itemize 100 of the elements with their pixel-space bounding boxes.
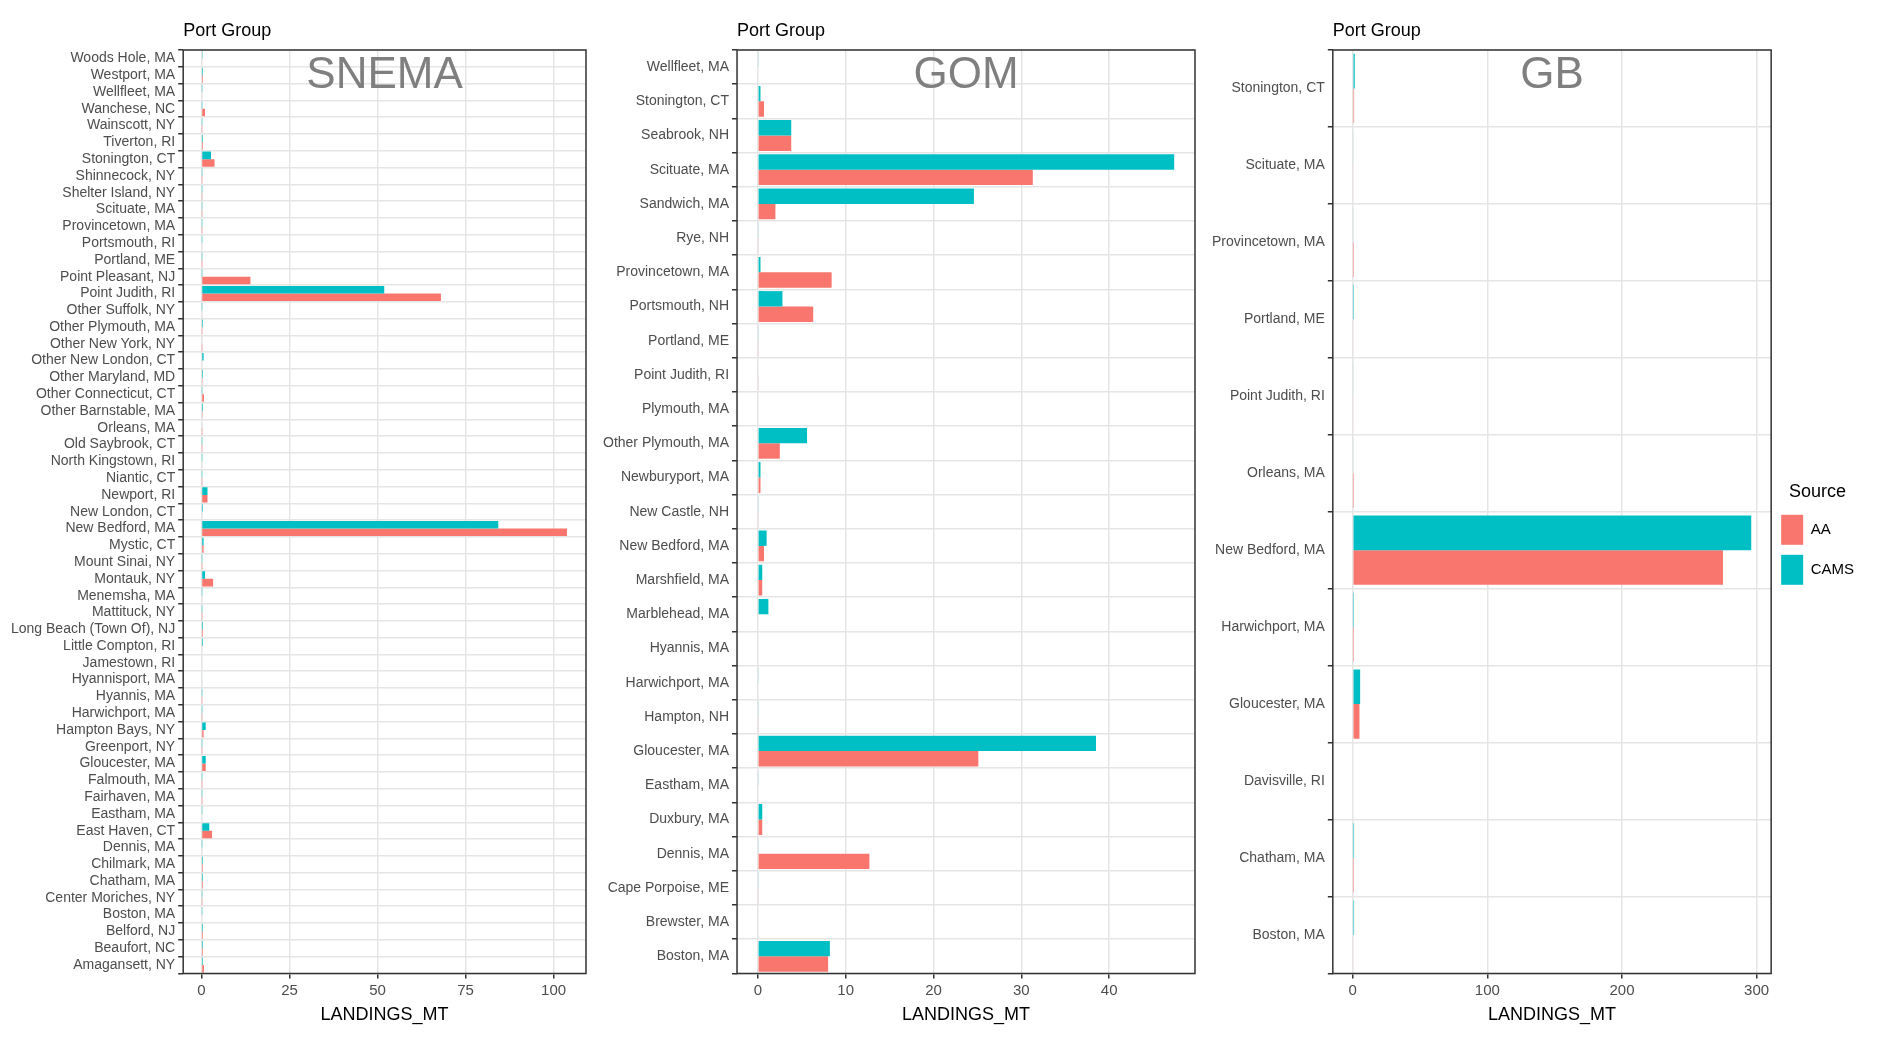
y-tick-label: Chatham, MA <box>89 871 176 888</box>
bar <box>758 940 830 957</box>
bar <box>202 578 214 587</box>
bar <box>1353 550 1723 585</box>
bar <box>758 751 979 767</box>
y-tick-label: Woods Hole, MA <box>70 49 176 66</box>
annotation: GB <box>1520 48 1584 98</box>
bar <box>1353 704 1360 739</box>
y-tick-label: Point Judith, RI <box>1229 387 1325 404</box>
y-tick-label: Portsmouth, RI <box>81 233 176 250</box>
y-tick-label: North Kingstown, RI <box>50 452 176 469</box>
y-tick-label: Marblehead, MA <box>626 605 730 622</box>
y-tick-label: Jamestown, RI <box>82 653 176 670</box>
y-tick-label: Shelter Island, NY <box>62 183 176 200</box>
bar <box>202 830 213 839</box>
y-tick-label: Niantic, CT <box>105 468 176 485</box>
y-tick-label: Eastham, MA <box>91 804 176 821</box>
bar <box>758 272 832 288</box>
y-tick-label: New Castle, NH <box>629 502 730 519</box>
bar <box>758 735 1097 752</box>
x-tick-label: 100 <box>1474 980 1500 998</box>
y-tick-label: Wellfleet, MA <box>92 82 176 99</box>
bar <box>202 520 499 529</box>
y-tick-label: Portland, ME <box>1243 310 1325 327</box>
bar <box>758 443 780 459</box>
y-tick-label: Belford, NJ <box>105 922 176 939</box>
y-tick-label: Scituate, MA <box>1245 156 1326 173</box>
x-tick-label: 200 <box>1609 980 1635 998</box>
y-tick-label: Wanchese, NC <box>81 99 176 116</box>
x-axis-title: LANDINGS_MT <box>320 1004 449 1026</box>
bar <box>758 427 808 444</box>
bar <box>202 293 441 301</box>
x-tick-label: 75 <box>457 980 474 998</box>
y-tick-label: Newburyport, MA <box>620 468 730 485</box>
y-tick-label: Stonington, CT <box>81 149 176 166</box>
bar <box>758 101 765 117</box>
y-tick-label: Boston, MA <box>102 905 176 922</box>
y-tick-label: Westport, MA <box>90 66 176 83</box>
bar <box>202 487 208 495</box>
bar <box>202 108 206 117</box>
y-tick-label: Boston, MA <box>656 947 730 964</box>
y-tick-label: Gloucester, MA <box>79 754 176 771</box>
y-tick-label: Beaufort, NC <box>94 939 176 956</box>
y-tick-label: Other New London, CT <box>31 351 176 368</box>
y-tick-label: Hyannisport, MA <box>71 670 176 687</box>
y-tick-label: Other Maryland, MD <box>49 368 176 385</box>
bar <box>202 571 206 579</box>
y-tick-label: Point Pleasant, NJ <box>60 267 176 284</box>
bar <box>202 763 206 772</box>
y-tick-label: Shinnecock, NY <box>75 166 176 183</box>
y-tick-label: Other Plymouth, MA <box>49 317 176 334</box>
y-tick-label: Cape Porpoise, ME <box>607 878 730 895</box>
y-tick-label: Gloucester, MA <box>633 741 730 758</box>
y-tick-label: New Bedford, MA <box>619 536 730 553</box>
x-tick-label: 30 <box>1013 980 1030 998</box>
y-tick-label: Provincetown, MA <box>62 217 176 234</box>
bar <box>1353 669 1361 705</box>
x-axis-title: LANDINGS_MT <box>902 1004 1031 1026</box>
y-tick-label: Point Judith, RI <box>634 365 730 382</box>
y-tick-label: Seabrook, NH <box>641 126 730 143</box>
x-tick-label: 0 <box>1348 980 1357 998</box>
y-tick-label: Provincetown, MA <box>1211 233 1326 250</box>
bar <box>202 528 567 537</box>
y-tick-label: Montauk, NY <box>94 569 176 586</box>
y-tick-label: Tiverton, RI <box>103 133 176 150</box>
y-tick-label: Gloucester, MA <box>1229 694 1326 711</box>
y-tick-label: Orleans, MA <box>97 418 176 435</box>
x-tick-label: 25 <box>281 980 298 998</box>
y-tick-label: Portland, ME <box>648 331 730 348</box>
y-tick-label: Orleans, MA <box>1247 464 1326 481</box>
y-tick-label: Stonington, CT <box>1231 79 1326 96</box>
y-tick-label: Point Judith, RI <box>80 284 176 301</box>
bar <box>202 285 385 294</box>
y-tick-label: Dennis, MA <box>656 844 730 861</box>
y-tick-label: Hampton Bays, NY <box>56 720 176 737</box>
y-tick-label: Scituate, MA <box>649 160 730 177</box>
y-tick-label: Brewster, MA <box>645 912 730 929</box>
y-axis-title: Port Group <box>183 19 272 40</box>
y-tick-label: Other Connecticut, CT <box>35 385 176 402</box>
x-tick-label: 10 <box>837 980 855 998</box>
y-tick-label: Davisville, RI <box>1243 771 1325 788</box>
y-tick-label: Stonington, CT <box>635 92 730 109</box>
x-tick-label: 100 <box>541 980 567 998</box>
legend-label: CAMS <box>1810 559 1855 577</box>
y-tick-label: Eastham, MA <box>645 776 730 793</box>
y-tick-label: New Bedford, MA <box>1215 541 1326 558</box>
y-tick-label: Scituate, MA <box>95 200 176 217</box>
annotation: GOM <box>913 48 1019 98</box>
x-tick-label: 300 <box>1744 980 1770 998</box>
bar <box>758 291 783 307</box>
y-tick-label: Mattituck, NY <box>91 603 176 620</box>
y-tick-label: Hampton, NH <box>644 707 730 724</box>
y-tick-label: Fairhaven, MA <box>84 787 176 804</box>
y-tick-label: Hyannis, MA <box>95 687 176 704</box>
y-tick-label: Other Suffolk, NY <box>66 301 176 318</box>
y-tick-label: Sandwich, MA <box>639 194 730 211</box>
x-tick-label: 40 <box>1100 980 1118 998</box>
y-tick-label: Hyannis, MA <box>649 639 730 656</box>
bar <box>758 188 974 204</box>
y-tick-label: Amagansett, NY <box>73 955 176 972</box>
